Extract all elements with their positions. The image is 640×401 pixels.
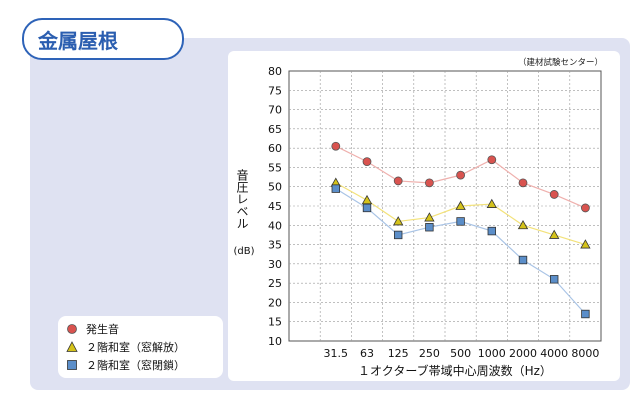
data-point-circle xyxy=(487,155,497,165)
y-tick-labels: 80 75 70 65 60 55 50 45 40 35 30 25 20 15 10 xyxy=(268,65,282,348)
legend-item-window-open: ２階和室（窓解放） xyxy=(66,338,185,356)
page-title-tab: 金属屋根 xyxy=(22,18,184,60)
x-tick-label: 4000 xyxy=(540,347,568,360)
y-axis-label: 音圧レベル xyxy=(235,168,249,229)
x-tick-label: 8000 xyxy=(571,347,599,360)
data-point-circle xyxy=(456,170,466,180)
data-point-circle xyxy=(393,176,403,186)
data-point-square xyxy=(331,184,340,193)
y-tick-label: 80 xyxy=(268,65,282,78)
x-tick-label: 1000 xyxy=(478,347,506,360)
data-point-square xyxy=(362,203,372,213)
data-point-circle xyxy=(331,141,341,151)
x-tick-label: 125 xyxy=(388,347,409,360)
noise-level-chart: 80 75 70 65 60 55 50 45 40 35 30 25 20 15 10 31.5 63 125… xyxy=(233,57,603,378)
y-tick-label: 30 xyxy=(268,258,282,271)
data-point-square xyxy=(456,217,465,226)
data-point-triangle xyxy=(424,212,435,222)
chart-card: 80 75 70 65 60 55 50 45 40 35 30 25 20 15 10 31.5 63 125… xyxy=(228,51,620,381)
data-point-circle xyxy=(518,178,528,188)
data-point-triangle xyxy=(486,198,497,208)
data-point-square xyxy=(425,223,434,232)
data-point-circle xyxy=(580,203,590,213)
y-tick-label: 75 xyxy=(268,84,282,97)
y-tick-label: 60 xyxy=(268,142,282,155)
y-tick-label: 50 xyxy=(268,181,282,194)
data-point-triangle xyxy=(455,200,466,210)
x-tick-label: 2000 xyxy=(509,347,537,360)
data-point-circle xyxy=(362,157,372,167)
y-tick-label: 35 xyxy=(268,239,282,252)
blue-square-marker-icon xyxy=(67,360,77,370)
y-tick-label: 70 xyxy=(268,104,282,117)
x-tick-label: 250 xyxy=(419,347,440,360)
y-axis-unit: (dB) xyxy=(233,246,254,257)
data-point-circle xyxy=(549,190,559,199)
legend-label: 発生音 xyxy=(86,323,119,336)
x-tick-label: 500 xyxy=(450,347,471,360)
y-tick-label: 45 xyxy=(268,200,282,213)
y-tick-label: 25 xyxy=(268,277,282,290)
data-point-square xyxy=(487,226,496,236)
x-tick-labels: 31.5 63 125 250 500 1000 2000 4000 8000 xyxy=(324,347,600,360)
data-point-triangle xyxy=(549,229,560,239)
data-point-triangle xyxy=(580,239,591,249)
x-tick-label: 63 xyxy=(360,347,374,360)
yellow-triangle-marker-icon xyxy=(66,341,78,352)
legend-label: ２階和室（窓解放） xyxy=(86,341,185,354)
y-tick-label: 65 xyxy=(268,123,282,136)
legend-label: ２階和室（窓閉鎖） xyxy=(86,359,185,372)
data-point-triangle xyxy=(393,216,404,226)
red-circle-marker-icon xyxy=(67,324,77,334)
y-tick-label: 55 xyxy=(268,161,282,174)
x-axis-label: １オクターブ帯域中心周波数（Hz） xyxy=(358,363,552,378)
chart-series xyxy=(330,141,591,319)
data-point-square xyxy=(549,275,559,284)
y-tick-label: 40 xyxy=(268,219,282,232)
data-point-circle xyxy=(424,178,434,188)
data-point-square xyxy=(518,255,528,265)
data-point-triangle xyxy=(361,194,373,205)
x-tick-label: 31.5 xyxy=(324,347,349,360)
chart-legend: 発生音 ２階和室（窓解放） ２階和室（窓閉鎖） xyxy=(58,316,223,378)
y-tick-label: 10 xyxy=(268,335,282,348)
data-point-square xyxy=(393,230,403,240)
chart-grid xyxy=(288,70,602,342)
legend-item-source-sound: 発生音 xyxy=(66,320,119,338)
source-note: （建材試験センター） xyxy=(518,57,603,68)
data-point-triangle xyxy=(517,219,529,230)
y-tick-label: 15 xyxy=(268,316,282,329)
legend-item-window-closed: ２階和室（窓閉鎖） xyxy=(66,356,185,374)
page-title: 金属屋根 xyxy=(38,28,118,53)
data-point-square xyxy=(581,309,590,319)
y-tick-label: 20 xyxy=(268,296,282,309)
